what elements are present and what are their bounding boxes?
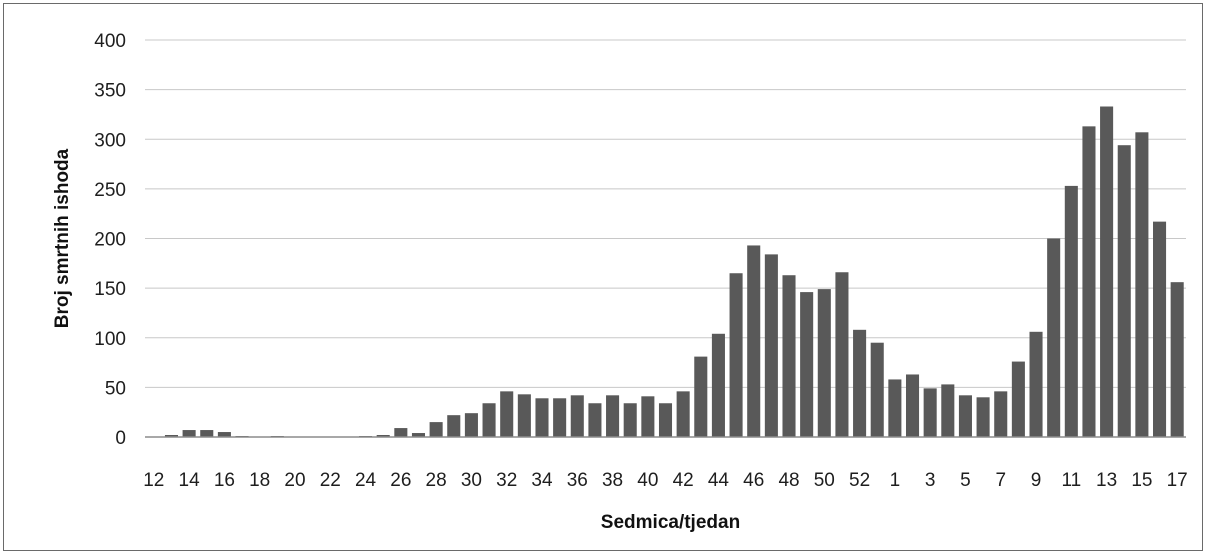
bar-week-46 [747,245,761,437]
bar-week-44 [711,333,725,437]
y-tick-label: 250 [94,180,126,201]
x-tick-label: 32 [496,470,517,491]
bar-week-31 [482,403,496,437]
bar-week-25 [376,435,390,437]
bar-week-35 [553,398,567,437]
bar-week-7 [994,391,1008,437]
x-tick-label: 28 [426,470,447,491]
x-tick-label: 18 [249,470,270,491]
y-tick-label: 300 [94,130,126,151]
gridlines [145,39,1186,388]
bar-week-39 [623,403,637,437]
bar-week-14 [1117,145,1131,437]
bar-week-4 [941,384,955,437]
x-tick-label: 46 [743,470,764,491]
bar-week-50 [817,289,831,437]
x-axis-title: Sedmica/tjedan [601,512,740,533]
y-axis-title: Broj smrtnih ishoda [52,148,73,328]
bar-week-12 [1082,126,1096,437]
x-tick-label: 24 [355,470,377,491]
bar-week-3 [923,388,937,437]
x-tick-label: 34 [531,470,553,491]
bar-week-28 [429,422,443,437]
y-tick-label: 150 [94,279,126,300]
bars [164,106,1184,438]
bar-week-51 [835,272,849,437]
bar-week-16 [217,432,231,437]
bar-week-16 [1153,221,1167,437]
x-tick-label: 17 [1167,470,1188,491]
bar-week-26 [394,428,408,437]
y-tick-label: 200 [94,230,126,251]
x-tick-label: 3 [925,470,936,491]
bar-week-8 [1011,361,1025,437]
bar-week-33 [517,394,531,437]
x-tick-label: 44 [708,470,730,491]
x-tick-label: 38 [602,470,623,491]
x-tick-label: 36 [567,470,588,491]
bar-week-13 [1100,106,1114,437]
x-tick-label: 1 [890,470,901,491]
bar-week-36 [570,395,584,437]
bar-week-9 [1029,331,1043,437]
bar-week-11 [1064,185,1078,437]
y-tick-label: 400 [94,31,126,52]
bar-week-27 [411,433,426,437]
bar-week-17 [1170,282,1184,437]
y-tick-label: 100 [94,329,126,350]
x-tick-label: 13 [1096,470,1117,491]
bar-week-30 [464,413,478,437]
bar-week-15 [200,430,214,437]
bar-week-48 [782,275,796,437]
bar-week-29 [447,415,461,437]
bar-week-32 [500,391,514,437]
bar-week-1 [888,379,902,437]
y-tick-label: 350 [94,81,126,102]
bar-week-13 [164,435,178,437]
x-tick-label: 5 [960,470,971,491]
x-tick-label: 12 [143,470,164,491]
x-tick-label: 7 [995,470,1006,491]
y-axis-ticks: 0 50 100 150 200 250 300 350 400 [94,31,126,449]
bar-week-41 [658,403,673,437]
bar-week-42 [676,391,690,437]
x-tick-label: 26 [390,470,411,491]
x-tick-label: 52 [849,470,870,491]
x-tick-label: 22 [320,470,341,491]
bar-week-40 [641,396,655,437]
x-tick-label: 50 [814,470,835,491]
bar-week-2 [905,374,920,437]
x-tick-label: 16 [214,470,235,491]
bar-week-37 [588,403,602,437]
bar-week-38 [606,395,620,437]
x-tick-label: 30 [461,470,482,491]
bar-week-34 [535,398,549,437]
x-tick-label: 48 [778,470,799,491]
bar-week-15 [1135,132,1149,438]
bar-week-49 [800,292,814,437]
x-tick-label: 11 [1061,470,1081,491]
x-axis-ticks: 12 14 16 18 20 22 24 26 28 30 32 34 36 38 40 42 44 46 48 50… [143,470,1188,491]
x-tick-label: 20 [284,470,305,491]
bar-week-53 [870,342,884,437]
x-tick-label: 15 [1131,470,1152,491]
y-tick-label: 50 [105,378,126,399]
y-tick-label: 0 [115,428,126,449]
bar-week-6 [976,397,990,437]
x-tick-label: 42 [673,470,694,491]
bar-week-47 [764,254,778,437]
chart-frame: 0 50 100 150 200 250 300 350 400 12 14 16 18 20 22 24 2… [3,3,1203,551]
bar-week-43 [694,356,708,437]
bar-week-10 [1047,238,1061,437]
bar-week-14 [182,430,196,437]
x-tick-label: 40 [637,470,658,491]
bar-week-5 [958,395,972,437]
bar-week-45 [729,273,743,437]
x-tick-label: 14 [179,470,201,491]
x-tick-label: 9 [1031,470,1042,491]
bar-week-52 [853,329,867,437]
